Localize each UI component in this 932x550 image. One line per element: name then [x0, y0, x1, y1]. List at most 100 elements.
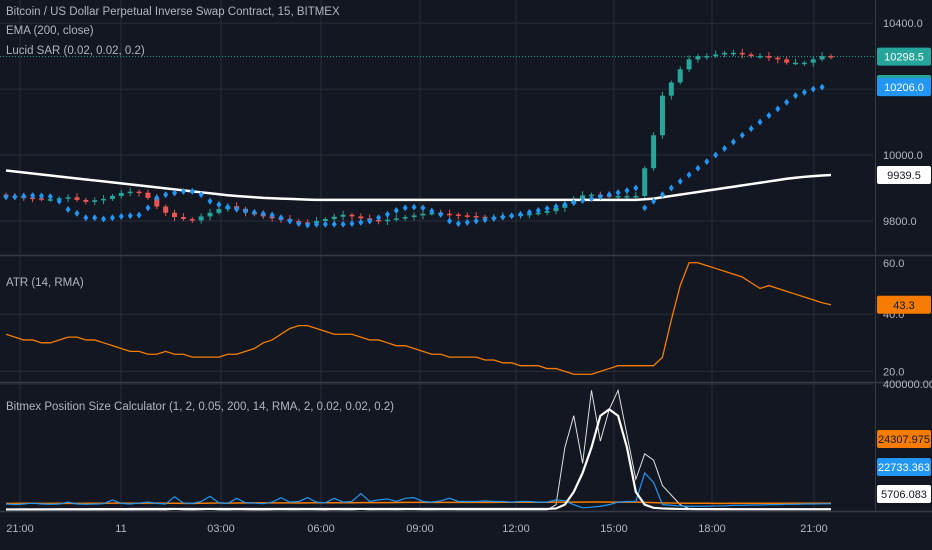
candle-body [739, 52, 745, 55]
ema-line [5, 169, 832, 202]
candle-body [340, 214, 346, 217]
time-tick-label: 09:00 [406, 523, 434, 535]
psc-orange-badge [877, 430, 931, 448]
sar-point [757, 118, 763, 126]
candle-body [207, 212, 213, 217]
sar-point [127, 212, 133, 220]
time-tick-label: 12:00 [502, 523, 530, 535]
psc-tick-label: 400000.000 [883, 379, 932, 391]
candle-body [793, 62, 799, 65]
sar-point [367, 217, 373, 225]
candle-body [420, 213, 426, 216]
candle-body [189, 219, 195, 221]
sar-point [518, 210, 524, 218]
candle-body [819, 56, 825, 60]
candle-body [615, 195, 621, 198]
candle-body [65, 197, 71, 199]
candle-body [828, 56, 834, 58]
sar-point [305, 221, 311, 229]
sar-point [340, 220, 346, 228]
sar-value-badge [877, 78, 931, 97]
sar-point [3, 193, 9, 201]
sar-point [668, 184, 674, 192]
sar-point [376, 214, 382, 222]
candle-body [180, 217, 186, 220]
ema-legend[interactable]: EMA (200, close) [6, 25, 94, 37]
sar-point [491, 214, 497, 222]
atr-legend[interactable]: ATR (14, RMA) [6, 277, 84, 289]
sar-point [562, 201, 568, 209]
time-tick-label: 21:00 [800, 523, 828, 535]
candle-body [784, 59, 790, 63]
sar-point [384, 210, 390, 218]
sar-point [544, 204, 550, 212]
position-size-legend[interactable]: Bitmex Position Size Calculator (1, 2, 0… [6, 401, 395, 413]
candle-body [349, 214, 355, 217]
sar-point [243, 207, 249, 215]
sar-point [393, 206, 399, 214]
sar-point [269, 211, 275, 219]
atr-value-badge-label: 43.3 [893, 300, 914, 312]
sar-point [819, 83, 825, 91]
candle-body [633, 195, 639, 198]
sar-point [92, 214, 98, 222]
atr-value-badge [877, 295, 931, 314]
ema-value-badge-label: 9939.5 [887, 170, 921, 182]
sar-point [704, 158, 710, 166]
sar-point [526, 208, 532, 216]
sar-point [810, 85, 816, 93]
psc-orange-badge-label: 24307.975 [878, 434, 930, 446]
candle-body [810, 59, 816, 63]
psc-white-badge-label: 5706.083 [881, 489, 927, 501]
sar-point [145, 204, 151, 212]
time-tick-label: 15:00 [600, 523, 628, 535]
psc-blue-badge-label: 22733.363 [878, 462, 930, 474]
time-tick-label: 21:00 [6, 523, 34, 535]
sar-point [349, 220, 355, 228]
sar-point [588, 195, 594, 203]
price-tick-label: 10400.0 [883, 18, 923, 30]
candle-body [83, 199, 89, 202]
sar-point [74, 209, 80, 217]
sar-point [38, 192, 44, 200]
time-tick-label: 03:00 [207, 523, 235, 535]
sar-point [766, 111, 772, 119]
sar-point [748, 125, 754, 133]
sar-point [234, 205, 240, 213]
sar-point [402, 204, 408, 212]
candle-body [393, 218, 399, 220]
candle-body [651, 135, 657, 169]
sar-point [580, 197, 586, 205]
candle-body [748, 54, 754, 57]
sar-point [651, 197, 657, 205]
sar-point [172, 189, 178, 197]
candle-body [695, 56, 701, 60]
chart-title: Bitcoin / US Dollar Perpetual Inverse Sw… [6, 6, 340, 18]
price-tick-label: 9800.0 [883, 216, 917, 228]
candle-body [730, 52, 736, 55]
candle-body [668, 82, 674, 96]
sar-point [109, 214, 115, 222]
candle-body [172, 212, 178, 218]
candle-body [322, 219, 328, 222]
sar-point [606, 191, 612, 199]
psc-blue-line [5, 471, 832, 509]
lucid-sar-legend[interactable]: Lucid SAR (0.02, 0.02, 0.2) [6, 45, 145, 57]
sar-point [154, 194, 160, 202]
sar-point [420, 204, 426, 212]
candle-body [704, 56, 710, 58]
candle-body [101, 198, 107, 201]
sar-point [225, 203, 231, 211]
sar-point [287, 217, 293, 225]
candle-body [384, 219, 390, 222]
sar-point [659, 191, 665, 199]
candle-body [74, 197, 80, 200]
sar-point [730, 138, 736, 146]
sar-point [296, 220, 302, 228]
sar-point [509, 212, 515, 220]
sar-point [482, 216, 488, 224]
sar-point [500, 213, 506, 221]
sar-point [722, 144, 728, 152]
